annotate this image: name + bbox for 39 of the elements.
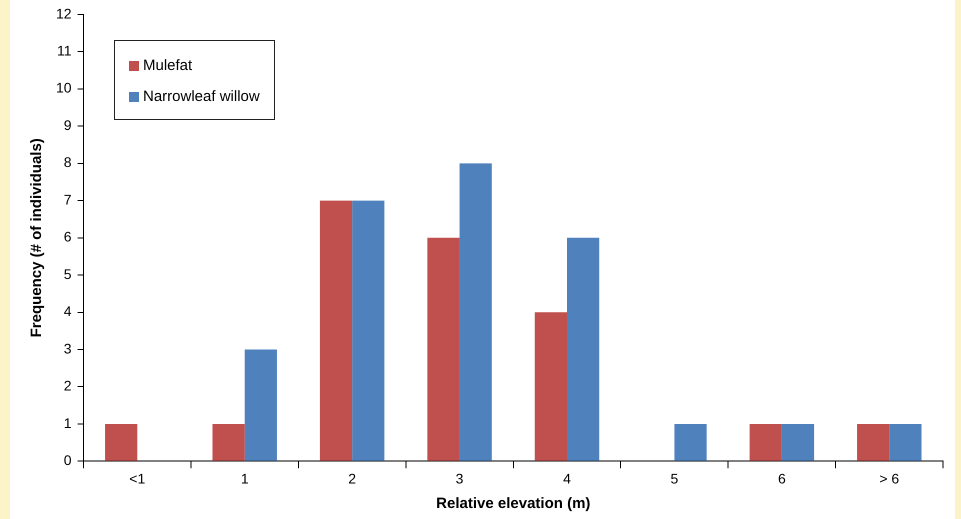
- legend-label: Narrowleaf willow: [143, 88, 260, 105]
- x-tick-label: 4: [563, 470, 572, 486]
- y-tick-label: 12: [56, 5, 72, 22]
- y-axis-title: Frequency (# of individuals): [28, 138, 46, 338]
- bar: [212, 424, 245, 461]
- bar: [567, 238, 600, 461]
- y-tick-label: 0: [64, 452, 72, 468]
- bar: [320, 200, 352, 461]
- y-tick-label: 10: [56, 80, 72, 96]
- legend-label: Mulefat: [143, 57, 192, 74]
- bar: [889, 424, 922, 461]
- y-tick-label: 1: [64, 414, 72, 431]
- x-tick-label: 2: [348, 470, 356, 486]
- bar: [750, 424, 782, 461]
- x-axis-title: Relative elevation (m): [436, 495, 590, 512]
- bar: [105, 424, 138, 461]
- bar: [857, 424, 890, 461]
- bar: [244, 350, 277, 461]
- y-tick-label: 4: [64, 303, 72, 320]
- y-tick-label: 9: [64, 116, 72, 133]
- y-tick-label: 3: [64, 340, 72, 356]
- x-tick-label: 6: [778, 470, 786, 486]
- y-tick-label: 7: [64, 191, 72, 208]
- x-tick-label: <1: [129, 470, 146, 486]
- x-tick-label: 1: [240, 470, 249, 486]
- bar: [534, 312, 567, 461]
- y-tick-label: 2: [64, 378, 72, 394]
- bar: [460, 163, 492, 461]
- y-tick-label: 11: [57, 42, 72, 58]
- y-tick-label: 6: [64, 228, 72, 245]
- bar: [427, 238, 460, 461]
- bar: [674, 424, 707, 461]
- x-tick-label: 5: [670, 470, 679, 486]
- bar: [782, 424, 814, 461]
- y-tick-label: 8: [64, 154, 72, 170]
- bar: [352, 200, 384, 461]
- x-tick-label: > 6: [879, 470, 900, 486]
- x-tick-label: 3: [456, 470, 464, 486]
- y-tick-label: 5: [64, 266, 72, 282]
